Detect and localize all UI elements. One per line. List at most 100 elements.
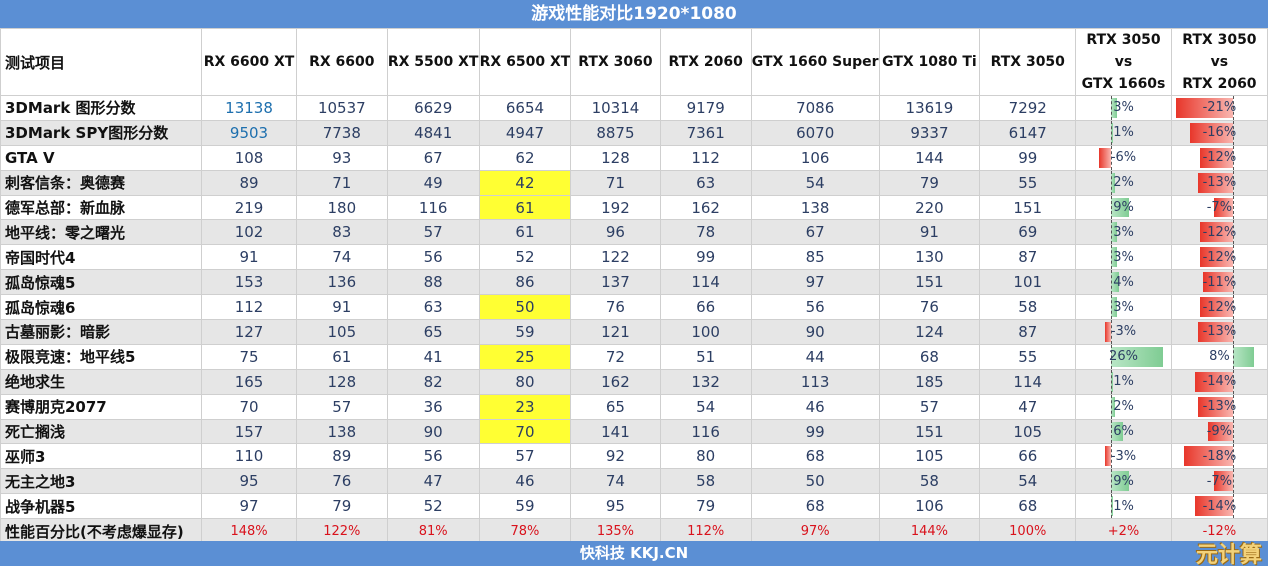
negative-bar <box>1213 471 1233 492</box>
bar-value-label: -13% <box>1202 175 1237 191</box>
score-cell: 99 <box>659 244 752 271</box>
score-cell: 165 <box>201 368 297 395</box>
positive-bar <box>1111 371 1114 392</box>
score-cell: 79 <box>295 493 388 520</box>
vs-2060-cell: -7% <box>1170 468 1268 495</box>
zero-axis-line <box>1232 345 1234 369</box>
score-cell: 91 <box>295 294 388 321</box>
score-cell: 108 <box>201 144 297 171</box>
score-cell: 9337 <box>878 119 981 146</box>
table-row: 刺客信条：奥德赛 89 71 49 42 71 63 54 79 55 2% -13% <box>0 169 1268 196</box>
positive-bar <box>1111 247 1118 268</box>
compare-header-line: vs <box>1114 54 1133 70</box>
bar-value-label: 2% <box>1113 399 1134 415</box>
column-header-gpu: GTX 1660 Super <box>750 28 880 96</box>
score-cell: 91 <box>201 244 297 271</box>
vs-2060-cell: -14% <box>1170 368 1268 395</box>
vs-2060-cell: 8% <box>1170 343 1268 370</box>
test-item-name: 地平线：零之曙光 <box>0 219 203 246</box>
percent-row-name: 性能百分比(不考虑爆显存) <box>0 518 203 545</box>
vs-1660s-cell: 6% <box>1075 418 1172 445</box>
positive-bar <box>1232 346 1255 367</box>
zero-axis-line <box>1232 146 1234 170</box>
header-row: 测试项目 RX 6600 XT RX 6600 RX 5500 XT RX 6500 X… <box>0 28 1268 96</box>
score-cell: 58 <box>659 468 752 495</box>
score-cell: 101 <box>979 269 1077 296</box>
score-cell: 87 <box>979 244 1077 271</box>
negative-bar <box>1176 98 1233 118</box>
score-cell: 136 <box>295 269 388 296</box>
source-footer: 快科技 KKJ.CN <box>0 541 1268 566</box>
score-cell: 138 <box>295 418 388 445</box>
test-item-name: 绝地求生 <box>0 368 203 395</box>
score-cell: 85 <box>750 244 880 271</box>
compare-header-line: vs <box>1210 54 1229 70</box>
table-row: 巫师3 110 89 56 57 92 80 68 105 66 -3% -18% <box>0 443 1268 470</box>
benchmark-table: 测试项目 RX 6600 XT RX 6600 RX 5500 XT RX 6500 X… <box>0 28 1268 545</box>
zero-axis-line <box>1111 245 1113 269</box>
score-cell: 67 <box>386 144 480 171</box>
bar-value-label: 3% <box>1113 224 1134 240</box>
zero-axis-line <box>1232 96 1234 120</box>
score-cell: 121 <box>570 319 661 345</box>
negative-bar <box>1200 247 1233 268</box>
score-cell: 7361 <box>659 119 752 146</box>
bar-value-label: -7% <box>1206 473 1233 489</box>
bar-value-label: -12% <box>1202 299 1237 315</box>
score-cell: 91 <box>878 219 981 246</box>
score-cell: 116 <box>386 194 480 221</box>
column-header-gpu: RX 5500 XT <box>386 28 480 96</box>
vs-1660s-cell: 2% <box>1075 169 1172 196</box>
score-cell: 90 <box>750 319 880 345</box>
score-cell: 56 <box>386 443 480 470</box>
score-cell: 72 <box>570 343 661 370</box>
vs-1660s-cell: -3% <box>1075 443 1172 470</box>
zero-axis-line <box>1232 469 1234 493</box>
score-cell: 112 <box>201 294 297 321</box>
score-cell: 71 <box>570 169 661 196</box>
compare-header-line: RTX 2060 <box>1182 76 1257 92</box>
vs-2060-cell: -13% <box>1170 169 1268 196</box>
positive-bar <box>1111 396 1116 417</box>
score-cell: 49 <box>386 169 480 196</box>
score-cell: 68 <box>750 493 880 520</box>
zero-axis-line <box>1111 220 1113 244</box>
bar-value-label: -3% <box>1110 324 1137 340</box>
score-cell: 162 <box>570 368 661 395</box>
bar-value-label: 8% <box>1209 349 1230 365</box>
score-cell: 79 <box>878 169 981 196</box>
vs-2060-cell: -12% <box>1170 144 1268 171</box>
test-item-name: 战争机器5 <box>0 493 203 520</box>
table-row: 古墓丽影：暗影 127 105 65 59 121 100 90 124 87 -3% -13% <box>0 319 1268 345</box>
positive-bar <box>1111 496 1114 517</box>
vs-2060-cell: -12% <box>1170 294 1268 321</box>
score-cell: 105 <box>878 443 981 470</box>
vs-2060-cell: -13% <box>1170 319 1268 345</box>
table-row: 地平线：零之曙光 102 83 57 61 96 78 67 91 69 3% -12% <box>0 219 1268 246</box>
score-cell: 144 <box>878 144 981 171</box>
score-cell: 116 <box>659 418 752 445</box>
column-header-test-item: 测试项目 <box>0 28 203 96</box>
percent-row: 性能百分比(不考虑爆显存) 148% 122% 81% 78% 135% 112% 97% 14… <box>0 518 1268 545</box>
score-cell: 58 <box>878 468 981 495</box>
table-row: 孤岛惊魂5 153 136 88 86 137 114 97 151 101 4% -11% <box>0 269 1268 296</box>
score-cell: 76 <box>570 294 661 321</box>
zero-axis-line <box>1111 196 1113 219</box>
watermark-logo: 元计算 <box>1195 543 1262 568</box>
score-cell: 75 <box>201 343 297 370</box>
positive-bar <box>1111 172 1116 193</box>
score-cell: 74 <box>295 244 388 271</box>
score-cell: 138 <box>750 194 880 221</box>
negative-bar <box>1197 396 1233 417</box>
score-cell: 65 <box>570 393 661 420</box>
score-cell: 102 <box>201 219 297 246</box>
percent-cell: 78% <box>478 518 572 545</box>
score-cell: 6147 <box>979 119 1077 146</box>
score-cell: 137 <box>570 269 661 296</box>
score-cell: 9503 <box>201 119 297 146</box>
positive-bar <box>1111 297 1118 318</box>
score-cell: 55 <box>979 169 1077 196</box>
test-item-name: 刺客信条：奥德赛 <box>0 169 203 196</box>
score-cell: 105 <box>295 319 388 345</box>
score-cell: 46 <box>750 393 880 420</box>
